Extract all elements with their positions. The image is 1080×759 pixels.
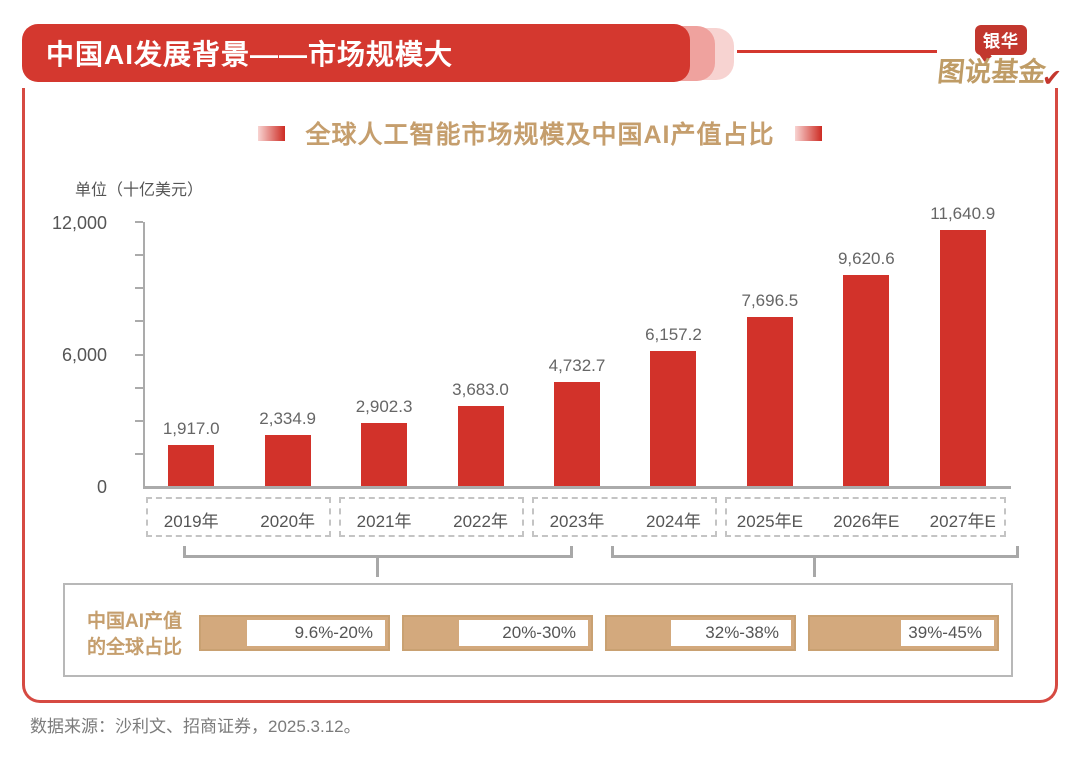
y-axis-label-0: 0 [96,477,107,497]
bar-value-label: 1,917.0 [162,419,220,438]
share-range-label: 9.6%-20% [246,620,385,646]
x-axis-label-2019年: 2019年 [163,512,219,531]
x-axis-label-2021年: 2021年 [356,512,412,531]
china-share-title: 中国AI产值 的全球占比 [87,609,182,660]
title-marker-right-icon [794,125,822,141]
share-range-box: 20%-30% [402,615,593,651]
x-axis-label-2023年: 2023年 [549,512,605,531]
share-range-box: 9.6%-20% [199,615,390,651]
logo-name: 图说基金 [936,57,1048,87]
bar-plot-area: 1,917.0 2,334.9 2,902.3 3,683.0 4,732.7 6,157… [143,204,1011,487]
y-axis-tick [135,419,143,422]
bar-value-label: 11,640.9 [930,204,996,223]
bracket-stem [813,558,816,577]
bar-2021年 [361,423,408,487]
year-group-box [724,497,1006,537]
bracket-stem [376,558,379,577]
bar-2027年E [939,230,986,487]
year-bracket-left [183,546,573,577]
x-axis-label-2022年: 2022年 [453,512,508,531]
bar-value-label: 2,334.9 [259,409,317,428]
y-axis-label-6000: 6,000 [61,345,107,365]
bar-value-label: 7,696.5 [741,291,799,310]
y-axis-label-12000: 12,000 [51,213,107,233]
data-source-note: 数据来源：沙利文、招商证券，2025.3.12。 [30,717,361,736]
y-axis-tick [135,386,143,389]
china-share-title-line1: 中国AI产值 [87,611,183,632]
x-axis-line [143,486,1011,489]
share-range-box: 32%-38% [605,615,796,651]
china-share-title-line2: 的全球占比 [87,636,183,658]
x-axis-label-2024年: 2024年 [646,512,701,531]
chart-title: 全球人工智能市场规模及中国AI产值占比 [305,121,775,149]
year-group-box [531,497,717,537]
bar-2026年E [843,275,890,487]
bar-value-label: 2,902.3 [355,397,413,416]
logo-badge: 银华 [975,25,1027,55]
year-group-box [338,497,524,537]
x-axis-label-2026年E: 2026年E [833,512,900,531]
bar-2024年 [650,351,697,487]
chart-title-row: 全球人工智能市场规模及中国AI产值占比 [0,112,1080,154]
header-decorative-line [737,50,937,53]
bar-2022年 [457,406,504,487]
bar-2023年 [554,382,600,487]
chart-card-border [22,88,1058,703]
y-axis-tick [135,320,143,323]
y-axis-tick [135,254,143,257]
share-range-label: 39%-45% [900,620,994,646]
header-banner: 中国AI发展背景——市场规模大 [22,24,690,82]
share-range-label: 32%-38% [671,620,791,646]
x-axis-label-2025年E: 2025年E [736,512,803,531]
bar-value-label: 6,157.2 [645,325,702,344]
share-range-box: 39%-45% [808,615,999,651]
title-marker-left-icon [258,125,286,141]
bar-2025年E [746,317,793,487]
china-share-panel: 中国AI产值 的全球占比 9.6%-20% 20%-30% 32%-38% 39%-4… [63,583,1013,677]
bar-value-label: 3,683.0 [452,380,509,399]
bar-2019年 [168,445,215,487]
y-axis-tick [135,353,143,356]
y-axis-tick [135,221,143,223]
bar-2020年 [264,435,311,487]
x-axis-label-2020年: 2020年 [260,512,316,531]
share-range-label: 20%-30% [458,620,588,646]
brand-logo: 银华 图说基金 ✔ [936,20,1068,92]
page-title: 中国AI发展背景——市场规模大 [46,39,454,70]
y-axis-tick [135,452,143,455]
logo-check-icon: ✔ [1042,65,1063,92]
bar-value-label: 9,620.6 [837,249,895,268]
year-group-box [146,497,331,537]
x-axis-label-2027年E: 2027年E [929,512,996,531]
bar-value-label: 4,732.7 [548,356,606,375]
y-axis-tick [135,287,143,290]
y-axis-line [143,222,145,488]
unit-label: 单位（十亿美元） [75,182,204,199]
year-bracket-right [611,546,1019,577]
